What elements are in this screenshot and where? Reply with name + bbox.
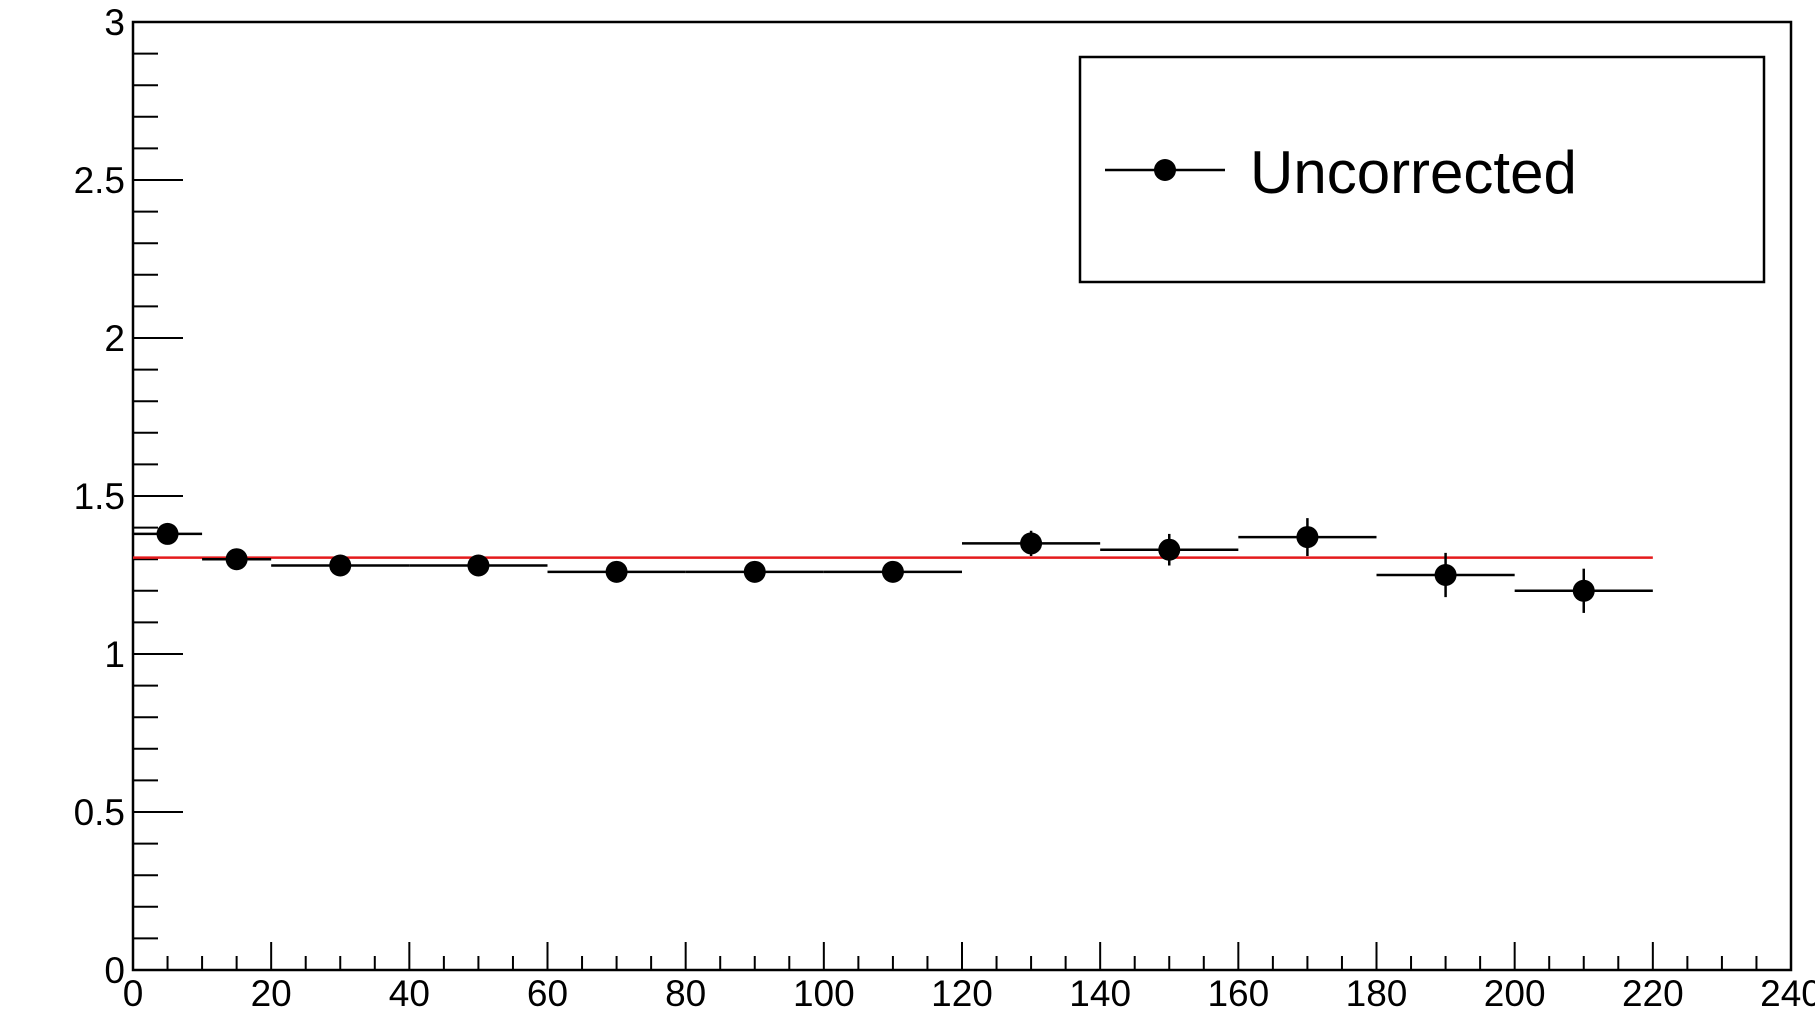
x-tick-label: 0: [123, 973, 144, 1011]
x-tick-label: 240: [1760, 973, 1815, 1011]
x-tick-label: 20: [251, 973, 292, 1011]
y-tick-label: 1.5: [74, 476, 125, 517]
x-tick-label: 180: [1346, 973, 1408, 1011]
x-tick-label: 60: [527, 973, 568, 1011]
data-point: [1296, 526, 1319, 549]
data-point: [225, 548, 248, 571]
data-point: [156, 522, 179, 545]
legend-marker-dot: [1154, 159, 1176, 181]
data-points-layer: [133, 518, 1653, 613]
x-tick-label: 40: [389, 973, 430, 1011]
data-point: [1572, 579, 1595, 602]
data-point: [1020, 532, 1043, 555]
data-point: [1434, 564, 1457, 586]
y-tick-label: 1: [104, 634, 125, 675]
axis-ticks-layer: [132, 21, 1792, 971]
y-tick-label: 2: [104, 318, 125, 359]
data-point: [881, 560, 904, 583]
tick-labels-layer: 0 20 40 60 80 100 120 140 160 180 200 220 240 0 0.5 1 1.…: [74, 2, 1815, 1011]
data-point: [329, 554, 352, 577]
y-tick-label: 0.5: [74, 792, 125, 833]
x-tick-label: 100: [793, 973, 855, 1011]
x-tick-label: 200: [1484, 973, 1546, 1011]
x-tick-label: 160: [1207, 973, 1269, 1011]
legend-label: Uncorrected: [1250, 139, 1577, 206]
y-tick-label: 0: [104, 950, 125, 991]
legend: Uncorrected: [1078, 55, 1766, 284]
x-tick-label: 140: [1069, 973, 1131, 1011]
x-tick-label: 80: [665, 973, 706, 1011]
x-tick-label: 120: [931, 973, 993, 1011]
x-tick-label: 220: [1622, 973, 1684, 1011]
data-point: [467, 554, 490, 577]
y-tick-label: 3: [104, 2, 125, 43]
data-point: [1158, 538, 1181, 561]
data-point: [743, 560, 766, 583]
data-point: [605, 560, 628, 583]
y-tick-label: 2.5: [74, 160, 125, 201]
